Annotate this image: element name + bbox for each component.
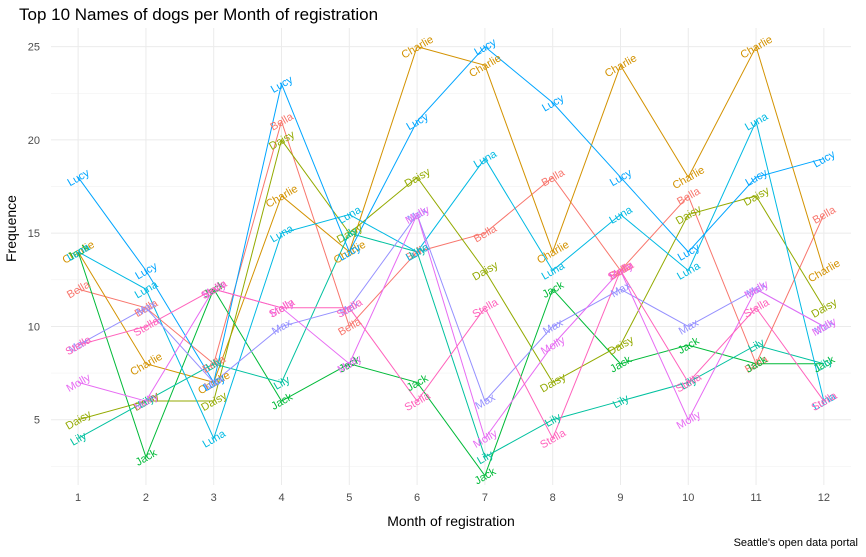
- point-label-luna: Luna: [133, 278, 161, 301]
- point-label-bella: Bella: [268, 110, 296, 133]
- point-label-jack: Jack: [269, 391, 295, 413]
- series-line-max: [77, 213, 825, 403]
- point-label-stella: Stella: [335, 296, 366, 321]
- point-label-luna: Luna: [472, 148, 500, 171]
- point-label-molly: Molly: [403, 204, 432, 227]
- point-label-stella: Stella: [131, 315, 162, 340]
- x-axis-label: Month of registration: [387, 513, 515, 529]
- series-line-lucy: [77, 45, 825, 384]
- point-label-lucy: Lucy: [269, 74, 296, 96]
- series-lines: [77, 45, 825, 477]
- point-label-daisy: Daisy: [64, 408, 94, 432]
- series-line-daisy: [77, 138, 825, 421]
- point-label-lily: Lily: [746, 336, 767, 355]
- point-label-lily: Lily: [68, 430, 89, 449]
- x-tick-label: 5: [346, 492, 352, 504]
- y-tick-label: 25: [28, 42, 40, 54]
- x-tick-label: 9: [617, 492, 623, 504]
- x-tick-label: 6: [414, 492, 420, 504]
- series-line-luna: [77, 119, 825, 440]
- point-label-lucy: Lucy: [608, 167, 635, 189]
- point-label-lucy: Lucy: [66, 167, 93, 189]
- point-label-max: Max: [677, 317, 701, 338]
- point-label-stella: Stella: [809, 389, 840, 414]
- point-label-stella: Stella: [403, 389, 434, 414]
- point-label-bella: Bella: [65, 278, 93, 301]
- point-label-lily: Lily: [611, 392, 632, 411]
- point-label-daisy: Daisy: [606, 334, 636, 358]
- point-label-lucy: Lucy: [405, 111, 432, 133]
- point-label-daisy: Daisy: [267, 128, 297, 152]
- point-label-molly: Molly: [742, 278, 771, 301]
- y-tick-label: 5: [34, 415, 40, 427]
- point-label-lucy: Lucy: [676, 241, 703, 263]
- x-tick-label: 1: [75, 492, 81, 504]
- y-tick-label: 20: [28, 135, 40, 147]
- point-label-stella: Stella: [470, 296, 501, 321]
- point-label-daisy: Daisy: [538, 371, 568, 395]
- point-label-max: Max: [473, 391, 497, 412]
- series-line-jack: [77, 251, 824, 477]
- point-label-luna: Luna: [336, 204, 364, 227]
- x-tick-label: 4: [278, 492, 284, 504]
- point-label-jack: Jack: [473, 465, 499, 487]
- x-tick-label: 10: [682, 492, 694, 504]
- series-line-lily: [77, 232, 825, 458]
- x-tick-label: 12: [818, 492, 830, 504]
- point-label-bella: Bella: [472, 222, 500, 245]
- y-tick-label: 15: [28, 228, 40, 240]
- chart-title: Top 10 Names of dogs per Month of regist…: [19, 5, 379, 24]
- point-label-stella: Stella: [674, 371, 705, 396]
- chart-caption: Seattle's open data portal: [733, 537, 858, 549]
- series-line-stella: [77, 269, 825, 440]
- point-label-luna: Luna: [268, 222, 296, 245]
- point-label-luna: Luna: [743, 110, 771, 133]
- point-label-bella: Bella: [540, 166, 568, 189]
- x-tick-label: 11: [750, 492, 761, 504]
- point-label-stella: Stella: [742, 296, 773, 321]
- grid-lines: [51, 28, 851, 485]
- x-tick-label: 3: [211, 492, 217, 504]
- point-label-molly: Molly: [65, 371, 94, 394]
- y-axis-ticks: 5 10 15 20 25: [28, 42, 40, 427]
- series-line-bella: [77, 119, 825, 366]
- point-label-lucy: Lucy: [133, 260, 160, 282]
- point-label-stella: Stella: [199, 277, 230, 302]
- point-label-jack: Jack: [676, 335, 702, 357]
- point-label-lucy: Lucy: [811, 148, 838, 170]
- y-axis-label: Frequence: [3, 195, 19, 262]
- x-tick-label: 8: [550, 492, 556, 504]
- point-label-jack: Jack: [134, 447, 160, 469]
- point-label-molly: Molly: [675, 409, 704, 432]
- point-label-luna: Luna: [201, 427, 229, 450]
- y-tick-label: 10: [28, 321, 40, 333]
- point-label-daisy: Daisy: [809, 296, 839, 320]
- x-axis-ticks: 1 2 3 4 5 6 7 8 9 10 11 12: [75, 492, 830, 504]
- series-line-molly: [77, 213, 825, 440]
- point-label-lily: Lily: [475, 448, 496, 467]
- x-tick-label: 7: [482, 492, 488, 504]
- point-label-stella: Stella: [64, 333, 95, 358]
- x-tick-label: 2: [143, 492, 149, 504]
- point-label-stella: Stella: [538, 427, 569, 452]
- series-line-charlie: [77, 45, 825, 384]
- point-label-molly: Molly: [539, 334, 568, 357]
- point-label-bella: Bella: [811, 204, 839, 227]
